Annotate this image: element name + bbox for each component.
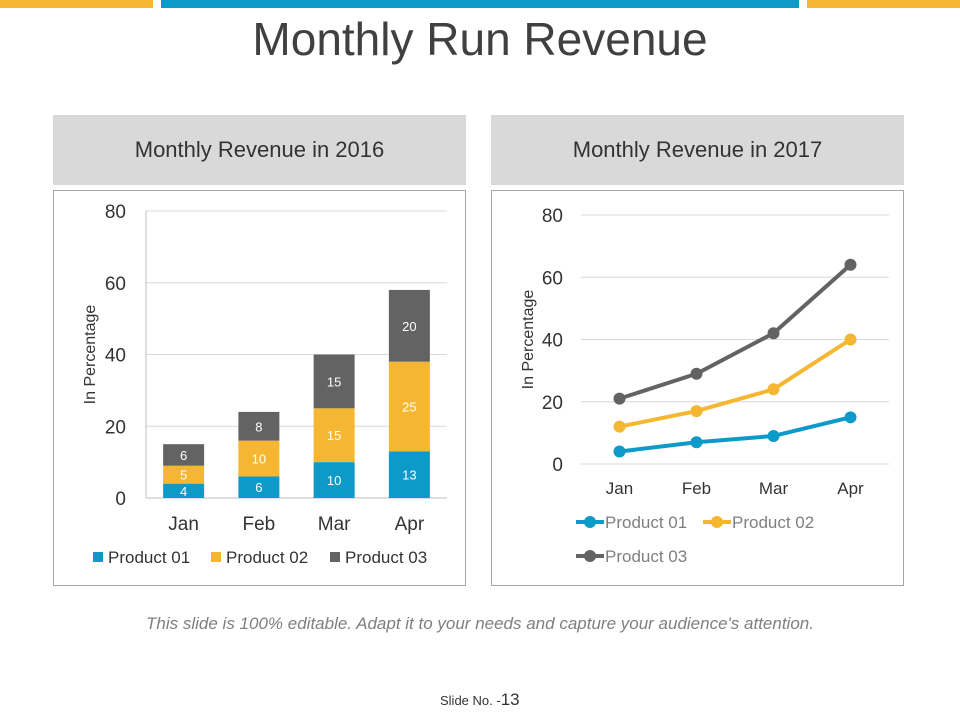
line-point — [767, 383, 780, 396]
x-tick-label: Feb — [682, 479, 711, 498]
y-axis-label: In Percentage — [520, 290, 537, 390]
line-point — [690, 367, 703, 380]
x-tick-label: Jan — [168, 514, 199, 535]
x-tick-label: Feb — [243, 514, 276, 535]
line-point — [844, 333, 857, 346]
chart-2016-title: Monthly Revenue in 2016 — [134, 137, 385, 162]
legend-swatch — [93, 552, 103, 562]
legend-label: Product 01 — [108, 548, 190, 567]
line-point — [613, 445, 626, 458]
bar-data-label: 6 — [255, 480, 262, 495]
chart-2017-panel: 0 20 40 60 80 In Percentage Jan Feb Mar Apr Produc… — [491, 190, 904, 586]
legend-label: Product 03 — [345, 548, 427, 567]
bar-data-label: 10 — [327, 473, 341, 488]
top-accent-center — [161, 0, 799, 8]
bar-segment — [238, 476, 280, 498]
bar-segment — [163, 465, 205, 484]
slide-number: Slide No. -13 — [440, 690, 520, 710]
legend-marker — [584, 550, 596, 562]
bar-data-label: 8 — [255, 419, 262, 434]
bar-data-label: 15 — [327, 374, 341, 389]
bar-data-label: 6 — [180, 448, 187, 463]
y-tick-label: 80 — [105, 202, 126, 223]
series-line — [617, 337, 853, 429]
y-tick-label: 80 — [542, 206, 563, 227]
chart-2017-title: Monthly Revenue in 2017 — [572, 137, 823, 162]
bar-segment — [313, 408, 355, 463]
line-point — [613, 392, 626, 405]
legend-label: Product 02 — [732, 513, 814, 532]
legend-label: Product 03 — [605, 547, 687, 566]
line-point — [844, 411, 857, 424]
bar-data-label: 4 — [180, 484, 187, 499]
y-tick-label: 0 — [115, 489, 126, 510]
bar-segment — [163, 483, 205, 498]
chart-2017: 0 20 40 60 80 In Percentage Jan Feb Mar Apr Produc… — [520, 206, 889, 566]
bar-segment — [163, 444, 205, 466]
bar-data-label: 13 — [402, 468, 416, 483]
y-tick-label: 40 — [105, 346, 126, 367]
x-tick-label: Apr — [395, 514, 425, 535]
bar-data-label: 20 — [402, 319, 416, 334]
legend-marker — [584, 516, 596, 528]
bar-data-label: 5 — [180, 468, 187, 483]
bar-segment — [313, 462, 355, 498]
y-axis-label: In Percentage — [82, 305, 99, 405]
bar-segment — [313, 354, 355, 409]
bar-data-label: 15 — [327, 428, 341, 443]
bar-segment — [238, 440, 280, 477]
y-tick-label: 20 — [105, 417, 126, 438]
chart-2016-panel: 0 20 40 60 80 In Percentage 4 5 6 Jan 6 10 8 Feb 10 15 1… — [53, 190, 466, 586]
line-point — [613, 420, 626, 433]
chart-2017-header: Monthly Revenue in 2017 — [491, 115, 904, 185]
line-point — [690, 405, 703, 418]
y-tick-label: 20 — [542, 393, 563, 414]
chart-2016: 0 20 40 60 80 In Percentage 45 6 Jan 6 10 8 Feb 10 15 1… — [82, 202, 447, 567]
legend-label: Product 01 — [605, 513, 687, 532]
series-line — [617, 415, 853, 454]
line-point — [767, 429, 780, 442]
footnote: This slide is 100% editable. Adapt it to… — [146, 614, 814, 633]
legend-marker — [711, 516, 723, 528]
legend-swatch — [211, 552, 221, 562]
slide-number-label: Slide No. - — [440, 693, 501, 708]
bar-data-label: 25 — [402, 400, 416, 415]
line-point — [767, 327, 780, 340]
bar-data-label: 10 — [252, 452, 266, 467]
bar-segment — [388, 361, 430, 452]
y-tick-label: 60 — [542, 268, 563, 289]
x-tick-label: Apr — [837, 479, 864, 498]
y-tick-label: 60 — [105, 274, 126, 295]
x-tick-label: Mar — [318, 514, 351, 535]
series-line — [617, 262, 853, 401]
x-tick-label: Jan — [606, 479, 633, 498]
line-point — [844, 258, 857, 271]
top-accent-right — [807, 0, 960, 8]
y-tick-label: 40 — [542, 331, 563, 352]
x-tick-label: Mar — [759, 479, 789, 498]
slide-number-value: 13 — [500, 690, 520, 709]
y-tick-label: 0 — [552, 455, 563, 476]
legend-label: Product 02 — [226, 548, 308, 567]
top-accent-left — [0, 0, 153, 8]
bar-segment — [388, 289, 430, 362]
bar-segment — [388, 451, 430, 498]
line-point — [690, 436, 703, 449]
bar-segment — [238, 411, 280, 441]
chart-2016-header: Monthly Revenue in 2016 — [53, 115, 466, 185]
page-title: Monthly Run Revenue — [252, 13, 708, 65]
legend-swatch — [330, 552, 340, 562]
